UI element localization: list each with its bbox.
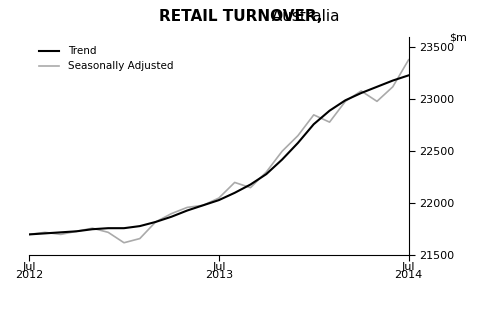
Legend: Trend, Seasonally Adjusted: Trend, Seasonally Adjusted	[34, 42, 177, 76]
Text: 2014: 2014	[394, 270, 422, 280]
Y-axis label: $m: $m	[448, 32, 466, 43]
Text: RETAIL TURNOVER,: RETAIL TURNOVER,	[158, 9, 322, 24]
Text: 2013: 2013	[204, 270, 232, 280]
Text: Australia: Australia	[266, 9, 338, 24]
Text: Jul: Jul	[23, 262, 36, 273]
Text: 2012: 2012	[15, 270, 43, 280]
Text: Jul: Jul	[401, 262, 415, 273]
Text: Jul: Jul	[212, 262, 225, 273]
Title: RETAIL TURNOVER, Australia: RETAIL TURNOVER, Australia	[0, 308, 1, 309]
